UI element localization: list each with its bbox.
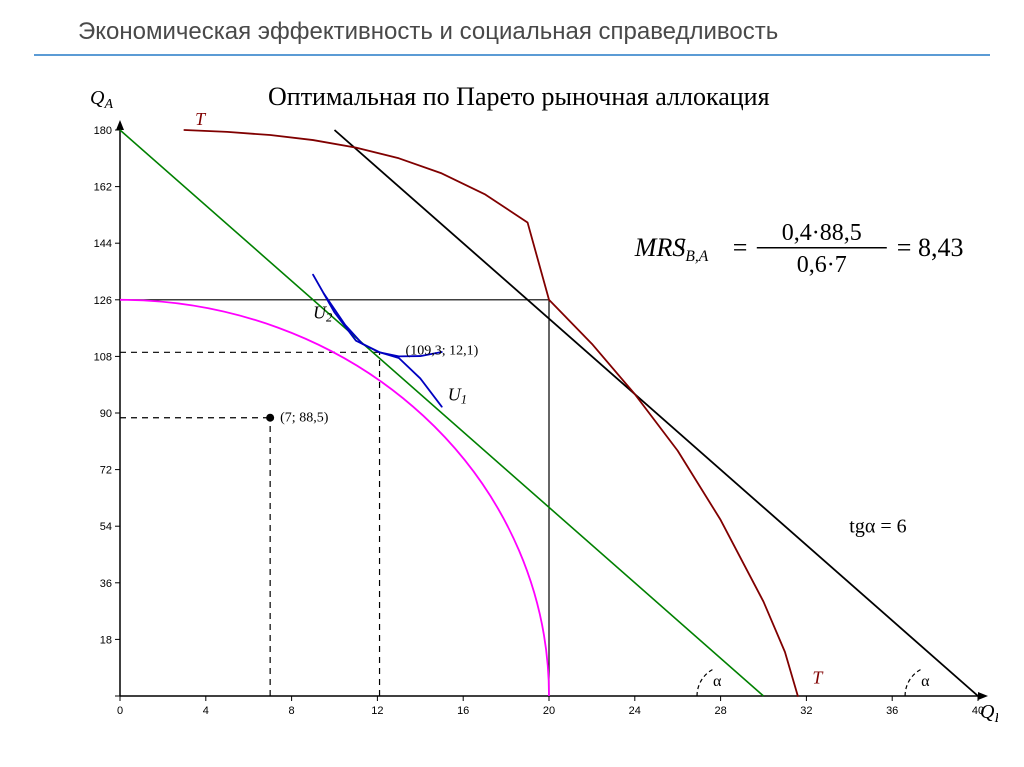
angle-arc-a1	[697, 669, 714, 696]
point-7-88	[266, 414, 274, 422]
y-tick-label: 162	[94, 182, 112, 194]
label-T-bottom: T	[812, 667, 824, 687]
y-tick-label: 18	[100, 634, 112, 646]
y-tick-label: 54	[100, 521, 112, 533]
svg-text:MRSB,AI: MRSB,AI	[634, 233, 709, 265]
x-tick-label: 20	[543, 705, 555, 717]
point-7-88-label: (7; 88,5)	[280, 411, 329, 426]
svg-text:0,6·7: 0,6·7	[797, 252, 847, 278]
x-tick-label: 12	[371, 705, 383, 717]
x-tick-label: 8	[289, 705, 295, 717]
x-tick-label: 16	[457, 705, 469, 717]
y-tick-label: 36	[100, 578, 112, 590]
x-axis-label: QB	[980, 701, 998, 726]
green-budget-line	[120, 130, 764, 696]
y-tick-label: 72	[100, 465, 112, 477]
svg-text:= 8,43: = 8,43	[897, 233, 964, 262]
title-rule	[34, 54, 990, 56]
label-U1: U1	[448, 384, 467, 406]
y-tick-label: 126	[94, 295, 112, 307]
y-tick-label: 144	[94, 238, 112, 250]
x-tick-label: 32	[800, 705, 812, 717]
svg-text:0,4·88,5: 0,4·88,5	[782, 220, 862, 246]
y-tick-label: 108	[94, 351, 112, 363]
angle-label-a1: α	[713, 673, 722, 690]
x-tick-label: 36	[886, 705, 898, 717]
ppf-curve	[120, 300, 549, 696]
svg-text:=: =	[733, 233, 748, 262]
label-T-top: T	[195, 109, 207, 129]
slide-title: Экономическая эффективность и социальная…	[78, 18, 778, 46]
point-12-109-label: (109,3; 12,1)	[406, 343, 479, 358]
black-tangent-line	[335, 130, 979, 696]
y-axis-arrow	[116, 120, 124, 130]
x-tick-label: 4	[203, 705, 209, 717]
u1-curve	[313, 275, 442, 407]
y-tick-label: 90	[100, 408, 112, 420]
x-tick-label: 24	[629, 705, 641, 717]
y-tick-label: 180	[94, 125, 112, 137]
angle-arc-a2	[905, 669, 922, 696]
x-axis-arrow	[978, 692, 988, 700]
red-T-curve	[184, 130, 797, 696]
x-tick-label: 28	[714, 705, 726, 717]
eq-tg-alpha: tgα = 6	[849, 515, 906, 537]
pareto-chart: 0481216202428323640183654729010812614416…	[58, 78, 998, 748]
chart-svg: 0481216202428323640183654729010812614416…	[58, 78, 998, 748]
eq-mrs: MRSB,AI = 0,4·88,5 0,6·7 = 8,43	[634, 220, 964, 278]
angle-label-a2: α	[921, 673, 930, 690]
x-tick-label: 0	[117, 705, 123, 717]
y-axis-label: QA	[90, 87, 113, 112]
